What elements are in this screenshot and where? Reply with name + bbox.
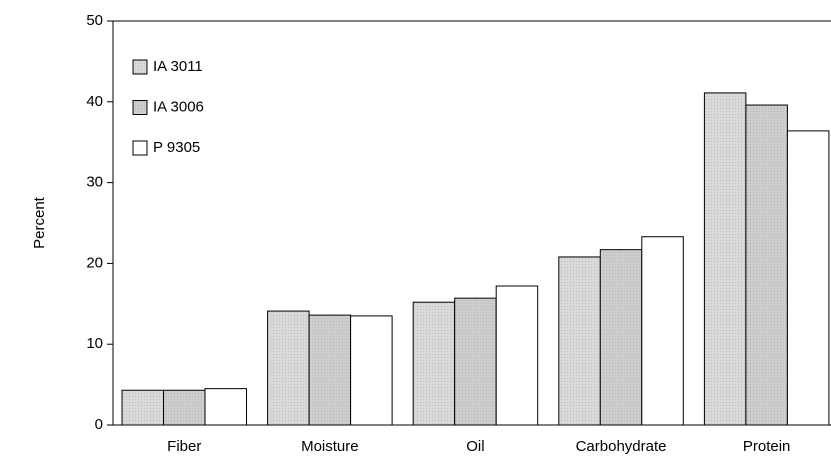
- bar-texture: [704, 93, 746, 425]
- bar-texture: [600, 250, 642, 425]
- bar-texture: [122, 390, 163, 425]
- bar: [641, 236, 684, 426]
- legend-texture: [133, 101, 147, 114]
- y-tick-label: 50: [86, 12, 103, 29]
- legend-label: IA 3011: [153, 58, 203, 75]
- legend-label: P 9305: [153, 139, 200, 156]
- bar-texture: [268, 311, 309, 425]
- x-tick-label: Protein: [743, 438, 791, 455]
- legend-texture: [133, 60, 147, 74]
- y-tick-label: 10: [86, 335, 103, 352]
- bar: [204, 388, 247, 426]
- bar-texture: [413, 302, 455, 425]
- bar-texture: [309, 315, 351, 425]
- legend-swatch: [132, 140, 148, 156]
- y-axis-label: Percent: [31, 196, 48, 249]
- legend-label: IA 3006: [153, 98, 204, 115]
- bar-texture: [164, 390, 205, 425]
- y-tick-label: 30: [86, 174, 103, 191]
- y-tick-label: 0: [95, 416, 103, 433]
- x-tick-label: Moisture: [301, 438, 359, 455]
- bar-texture: [746, 105, 787, 425]
- bar-texture: [559, 257, 600, 425]
- bar: [495, 285, 539, 426]
- bar: [350, 315, 393, 426]
- bar: [786, 130, 830, 426]
- y-tick-label: 40: [86, 93, 103, 110]
- bar-texture: [455, 298, 496, 425]
- y-tick-label: 20: [86, 254, 103, 271]
- x-tick-label: Carbohydrate: [576, 438, 667, 455]
- x-tick-label: Oil: [466, 438, 484, 455]
- x-tick-label: Fiber: [167, 438, 201, 455]
